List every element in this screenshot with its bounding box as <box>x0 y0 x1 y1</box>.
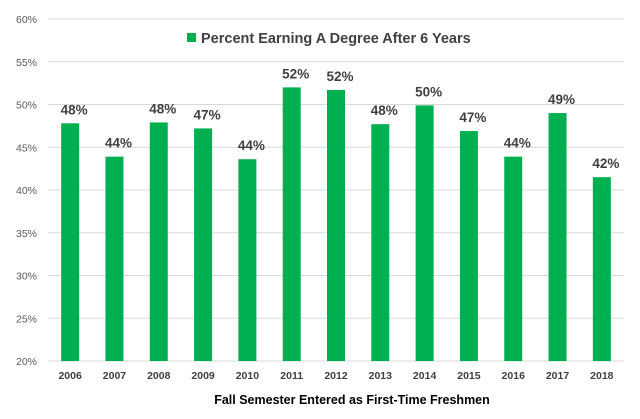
y-tick-label: 35% <box>16 228 37 240</box>
y-tick-label: 30% <box>16 271 37 283</box>
x-tick-label: 2013 <box>369 370 393 382</box>
y-tick-label: 50% <box>16 100 37 112</box>
y-tick-label: 55% <box>16 57 37 69</box>
x-tick-label: 2006 <box>58 370 82 382</box>
bar-2018 <box>592 177 611 361</box>
data-label-2010: 44% <box>238 138 265 153</box>
data-label-2009: 47% <box>194 107 221 122</box>
data-label-2017: 49% <box>548 92 575 107</box>
y-tick-label: 25% <box>16 313 37 325</box>
bar-2007 <box>105 156 124 361</box>
y-tick-label: 20% <box>16 356 37 368</box>
data-label-2015: 47% <box>459 110 486 125</box>
legend: Percent Earning A Degree After 6 Years <box>187 31 471 47</box>
bar-2010 <box>238 159 257 361</box>
x-tick-label: 2018 <box>590 370 614 382</box>
x-tick-label: 2014 <box>413 370 437 382</box>
x-tick-label: 2008 <box>147 370 171 382</box>
y-axis-ticks: 20% 25% 30% 35% 40% 45% 50% 55% 60% <box>16 14 37 368</box>
x-tick-label: 2009 <box>191 370 215 382</box>
bar-2016 <box>504 156 523 361</box>
bar-2008 <box>149 122 168 361</box>
x-tick-label: 2015 <box>457 370 481 382</box>
bar-2011 <box>282 87 301 362</box>
data-labels: 48% 44% 48% 47% 44% 52% 52% 48% 50% 47% 44% 49% 42% <box>61 66 620 171</box>
data-label-2006: 48% <box>61 102 88 117</box>
bar-2017 <box>548 113 567 361</box>
bars <box>61 87 611 362</box>
data-label-2008: 48% <box>149 101 176 116</box>
legend-swatch <box>187 33 196 42</box>
x-tick-label: 2010 <box>236 370 260 382</box>
x-tick-label: 2011 <box>280 370 303 382</box>
bar-2015 <box>459 131 478 361</box>
data-label-2011: 52% <box>282 66 309 81</box>
data-label-2012: 52% <box>326 69 353 84</box>
x-tick-label: 2007 <box>103 370 127 382</box>
bar-2009 <box>194 128 213 361</box>
y-tick-label: 60% <box>16 14 37 26</box>
x-tick-label: 2012 <box>324 370 348 382</box>
y-tick-label: 45% <box>16 142 37 154</box>
x-axis-ticks: 2006 2007 2008 2009 2010 2011 2012 2013 2014 2015… <box>58 370 613 382</box>
bar-2013 <box>371 124 390 361</box>
data-label-2013: 48% <box>371 103 398 118</box>
x-tick-label: 2016 <box>502 370 526 382</box>
x-axis-label: Fall Semester Entered as First-Time Fres… <box>214 393 490 407</box>
bar-2006 <box>61 123 80 361</box>
legend-label: Percent Earning A Degree After 6 Years <box>201 31 471 47</box>
data-label-2014: 50% <box>415 84 442 99</box>
bar-2014 <box>415 105 434 361</box>
bar-2012 <box>327 89 345 361</box>
data-label-2007: 44% <box>105 136 132 151</box>
data-label-2016: 44% <box>504 136 531 151</box>
x-tick-label: 2017 <box>546 370 570 382</box>
data-label-2018: 42% <box>592 156 619 171</box>
y-tick-label: 40% <box>16 185 37 197</box>
